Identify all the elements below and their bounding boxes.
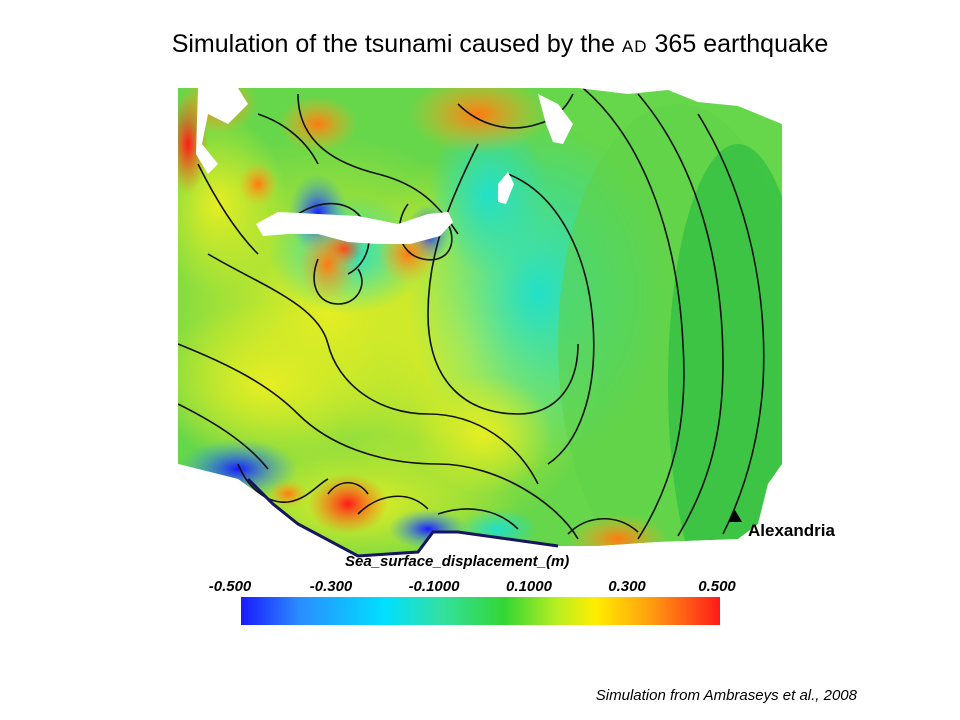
simulation-credit: Simulation from Ambraseys et al., 2008 — [595, 687, 857, 704]
anatolia-coast — [578, 88, 782, 124]
land-masses — [178, 84, 782, 630]
title-era: AD — [621, 37, 648, 56]
north-africa-coast — [178, 464, 782, 630]
tsunami-simulation-map — [178, 84, 782, 630]
rhodes-island — [538, 94, 573, 144]
colorbar-tick: 0.1000 — [506, 578, 552, 595]
slide-title: Simulation of the tsunami caused by the … — [0, 30, 960, 59]
title-main: Simulation of the tsunami caused by the — [171, 30, 615, 58]
colorbar-tick: -0.500 — [208, 578, 252, 595]
place-label-alexandria: Alexandria — [748, 521, 835, 540]
alexandria-marker-icon — [728, 510, 742, 522]
title-tail: 365 earthquake — [654, 30, 829, 58]
colorbar-tick: 0.500 — [698, 578, 736, 595]
north-islands — [196, 88, 248, 174]
karpathos-island — [498, 172, 514, 204]
colorbar-tick: 0.300 — [608, 578, 646, 595]
colorbar-tick: -0.1000 — [408, 578, 460, 595]
colorbar-tick-labels: -0.500 -0.300 -0.1000 0.1000 0.300 0.500 — [206, 578, 746, 598]
colorbar — [241, 597, 720, 625]
contour-lines — [178, 88, 765, 540]
colorbar-tick: -0.300 — [309, 578, 353, 595]
crete-island — [256, 212, 453, 244]
coastline-fringe — [246, 477, 559, 558]
colorbar-title: Sea_surface_displacement_(m) — [345, 553, 570, 570]
